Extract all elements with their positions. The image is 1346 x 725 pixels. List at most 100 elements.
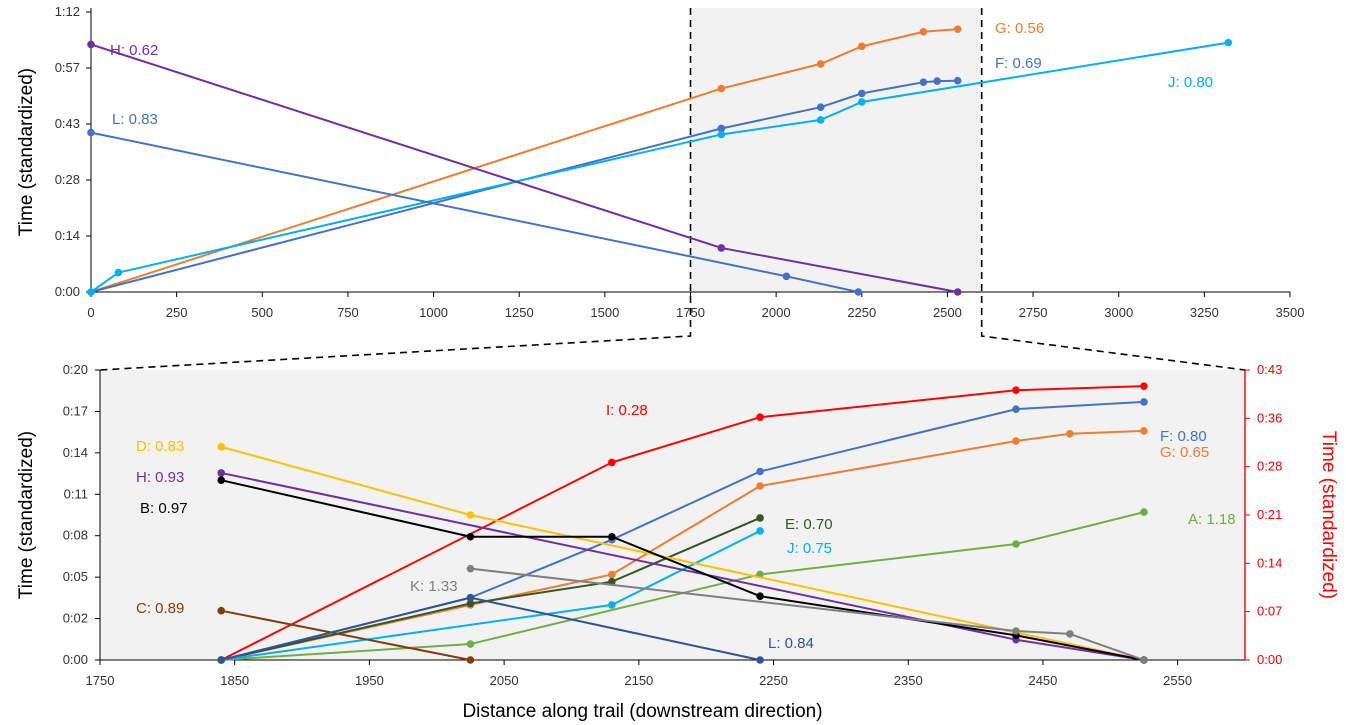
series-f-point [857,89,866,98]
series-b-label: B: 0.97 [140,500,188,517]
overview-chart: 0 250 500 750 1000 1250 1500 1750 2000 2250 2500 27… [16,4,1304,320]
x-tick-label: 1850 [220,673,249,688]
y-tick-label: 0:17 [63,403,88,418]
series-j-point [608,601,616,609]
series-g-point [953,25,962,33]
x-tick-label: 2150 [624,673,653,688]
series-b-point [217,476,226,485]
y-right-tick-label: 0:36 [1257,410,1282,425]
zoomed-chart: 1750 1850 1950 2050 2150 2250 2350 2450 2550 0:00… [16,362,1339,722]
zoom-connector-left [99,8,692,371]
series-f-point [1140,398,1148,406]
series-l-point [854,288,863,296]
series-g-point [608,570,616,579]
series-g-point [816,60,825,68]
y-right-tick-label: 0:14 [1257,555,1282,570]
x-tick-label: 2750 [1019,305,1048,320]
y-tick-label: 0:28 [55,172,80,187]
zoom-connector-right [980,8,1246,371]
series-h-point [717,244,726,252]
series-d-point [217,443,226,451]
y-axis-right-title: Time (standardized) [1318,431,1339,599]
x-tick-label: 2050 [490,673,519,688]
x-tick-label: 2000 [762,305,791,320]
y-tick-label: 0:20 [63,362,88,377]
series-j-point [717,130,726,139]
zoom-indicator [99,8,1246,660]
series-l-point [217,656,226,664]
x-tick-label: 2450 [1028,673,1057,688]
x-tick-label: 1000 [419,305,448,320]
series-b-line [221,479,1145,661]
x-tick-label: 2550 [1163,673,1192,688]
series-c-point [466,656,475,664]
series-a-label: A: 1.18 [1188,511,1236,528]
series-e-label: E: 0.70 [785,516,833,533]
x-tick-label: 1750 [86,673,115,688]
series-g-label: G: 0.56 [995,20,1044,37]
series-h-point [953,288,962,296]
y-tick-label: 0:14 [55,228,80,243]
y-right-tick-label: 0:00 [1257,652,1282,667]
series-g-label: G: 0.65 [1160,444,1209,461]
series-k-label: K: 1.33 [410,578,458,595]
series-k-point [1140,656,1148,664]
x-tick-label: 250 [166,305,188,320]
y-tick-label: 0:14 [63,445,88,460]
series-l-label: L: 0.83 [112,111,158,128]
series-i-point [608,458,616,467]
x-tick-label: 500 [251,305,273,320]
x-tick-label: 1500 [590,305,619,320]
series-f-label: F: 0.69 [995,55,1042,72]
series-c-point [217,606,226,615]
y-tick-label: 0:02 [63,611,88,626]
series-j-point [756,527,764,535]
y-axis-title: Time (standardized) [16,431,37,599]
series-i-point [1140,382,1148,390]
y-right-tick-label: 0:21 [1257,507,1282,522]
series-j-point [816,116,825,124]
y-tick-label: 0:00 [63,652,88,667]
y-tick-label: 0:43 [55,116,80,131]
y-tick-label: 0:08 [63,528,88,543]
series-g-line [90,28,958,293]
series-b-point [608,532,616,541]
series-e-point [466,599,475,608]
series-j-point [87,288,95,296]
x-tick-label: 1250 [505,305,534,320]
series-g-point [1066,430,1074,438]
series-f-label: F: 0.80 [1160,428,1207,445]
y-right-tick-label: 0:07 [1257,604,1282,619]
series-g-point [857,42,866,51]
zoom-region-shade [690,8,982,292]
series-j-point [114,268,123,277]
series-f-point [919,78,928,86]
x-tick-label: 3500 [1276,305,1305,320]
series-k-point [466,564,475,573]
series-l-point [756,656,764,664]
series-f-point [816,103,825,111]
series-i-point [1012,386,1020,395]
x-tick-label: 3250 [1190,305,1219,320]
series-g-point [919,27,928,36]
series-f-point [1012,405,1020,413]
y-tick-label: 0:00 [55,284,80,299]
series-g-point [1012,437,1020,445]
x-tick-label: 2250 [759,673,788,688]
series-l-point [466,593,475,602]
series-j-label: J: 0.80 [1168,74,1213,91]
series-e-line [221,516,761,661]
series-g-point [1140,427,1148,435]
y-right-tick-label: 0:43 [1257,362,1282,377]
x-tick-label: 750 [337,305,359,320]
series-a-point [1012,540,1020,548]
series-b-point [756,592,764,600]
series-f-point [953,76,962,85]
x-tick-label: 2500 [933,305,962,320]
series-h-label: H: 0.93 [136,469,184,486]
series-c-label: C: 0.89 [136,600,184,617]
y-tick-label: 0:57 [55,60,80,75]
y-tick-label: 0:05 [63,569,88,584]
series-k-point [1066,630,1074,638]
series-d-point [466,511,475,519]
